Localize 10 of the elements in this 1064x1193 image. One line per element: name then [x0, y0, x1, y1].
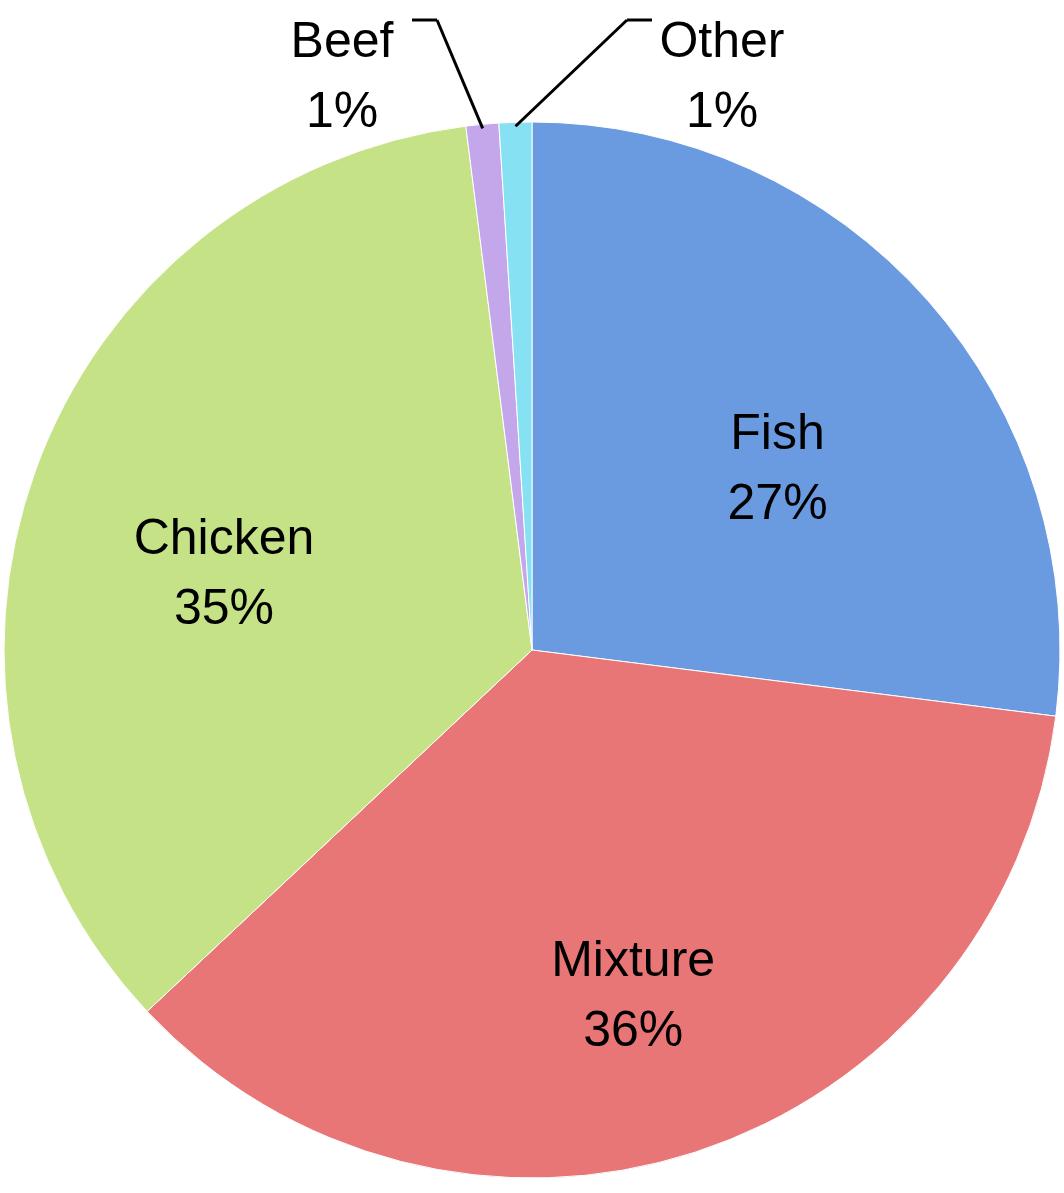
slice-label: Chicken — [133, 509, 315, 566]
data-label: 1% — [305, 82, 379, 138]
slice-label: Beef — [290, 12, 394, 68]
slice-label: Other — [659, 12, 785, 68]
slice-label: Fish — [730, 403, 825, 460]
slice-label: Mixture — [551, 931, 716, 988]
data-label: 1% — [685, 82, 759, 138]
data-label: 36% — [583, 1001, 684, 1058]
data-label: 35% — [173, 579, 275, 636]
data-label: 27% — [727, 473, 828, 530]
